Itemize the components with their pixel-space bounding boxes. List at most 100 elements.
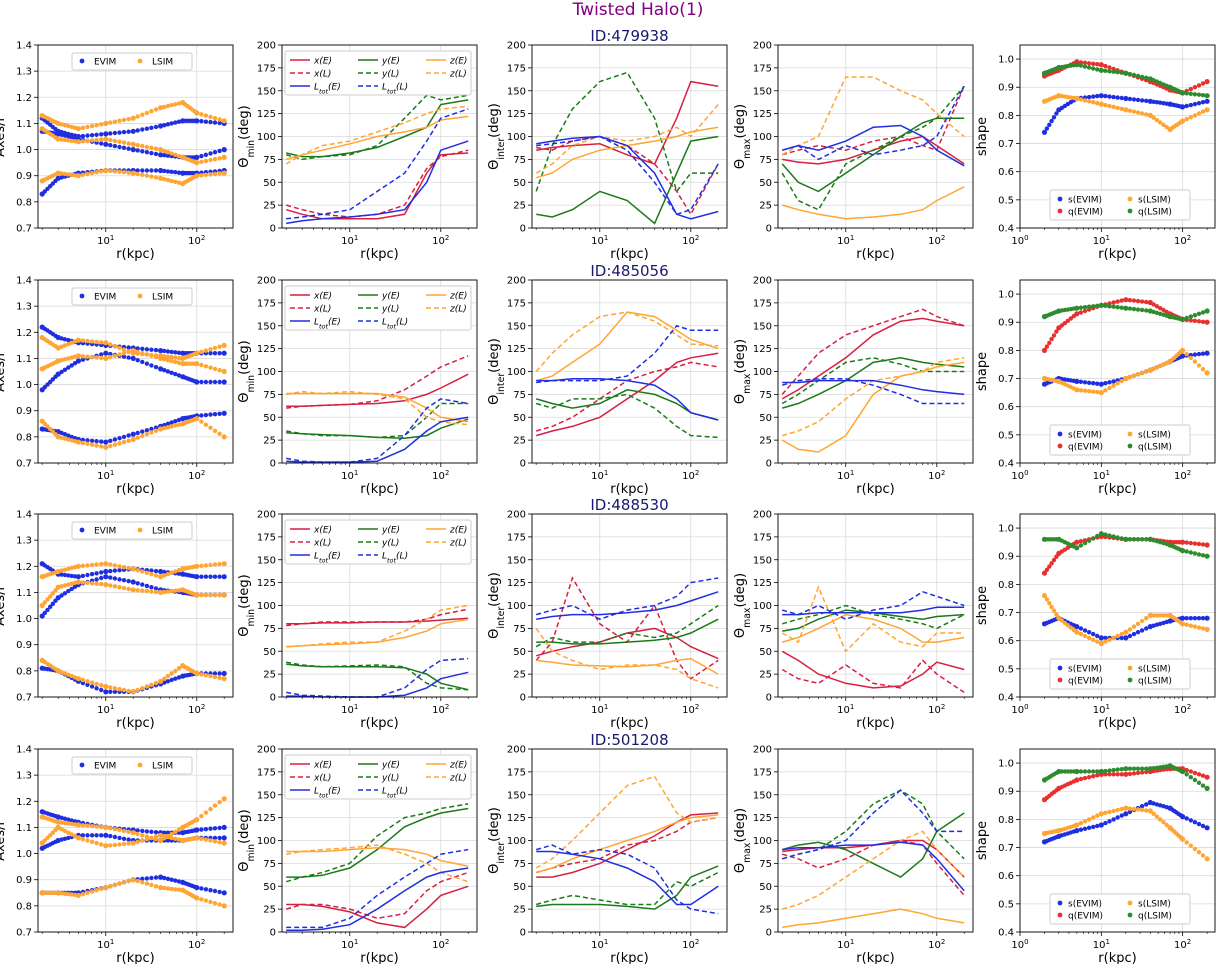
data-point (1147, 808, 1153, 814)
data-point (1091, 769, 1096, 774)
data-point (126, 578, 131, 584)
data-point (165, 425, 171, 430)
x-tick-label: 102 (188, 703, 205, 716)
data-point (140, 143, 145, 149)
data-point (130, 436, 136, 443)
data-point (126, 129, 131, 134)
data-point (208, 119, 213, 125)
data-point (1139, 628, 1145, 633)
data-point (1041, 347, 1048, 353)
data-point (1196, 821, 1202, 827)
y-axis-label: Θmin(deg) (237, 574, 257, 637)
data-point (1095, 61, 1100, 67)
figure-title: Twisted Halo(1) (572, 0, 704, 20)
data-point (208, 425, 213, 430)
data-point (1188, 115, 1194, 120)
data-point (59, 572, 64, 577)
data-point (1095, 93, 1100, 99)
x-axis-label: r(kpc) (1098, 482, 1136, 497)
data-point (121, 145, 127, 150)
data-point (1115, 381, 1120, 386)
y-tick-label: 150 (507, 321, 526, 332)
data-point (153, 151, 159, 157)
row-title: ID:485056 (590, 262, 668, 280)
data-point (1158, 100, 1163, 105)
data-point (1196, 850, 1202, 855)
y-tick-label: 1.4 (16, 276, 32, 287)
y-tick-label: 1.4 (16, 510, 32, 521)
data-point (1041, 570, 1048, 576)
y-tick-label: 200 (257, 510, 276, 521)
y-tick-label: 1.4 (16, 41, 32, 52)
data-point (1192, 846, 1198, 852)
data-point (99, 833, 104, 838)
y-tick-label: 0.9 (16, 171, 32, 182)
data-point (1098, 640, 1104, 647)
legend-label: LSIM (152, 293, 173, 303)
data-point (153, 175, 159, 180)
data-point (212, 120, 218, 125)
y-tick-label: 25 (759, 670, 772, 681)
data-point (192, 836, 197, 841)
data-point (121, 129, 127, 135)
data-point (208, 114, 213, 120)
data-point (103, 683, 109, 690)
data-point (85, 572, 90, 578)
data-point (203, 673, 209, 678)
y-tick-label: 0 (270, 693, 276, 704)
data-point (140, 168, 145, 173)
data-point (42, 600, 47, 605)
data-point (1091, 389, 1096, 394)
series-line-l-tot-e- (536, 591, 719, 620)
data-point (1139, 370, 1145, 376)
data-point (130, 689, 136, 695)
data-point (53, 178, 58, 184)
data-point (1049, 336, 1054, 342)
data-point (1139, 770, 1145, 775)
data-point (1091, 774, 1096, 779)
data-point (1158, 540, 1163, 545)
data-point (69, 124, 74, 130)
data-point (165, 349, 171, 354)
data-point (1200, 823, 1206, 829)
data-point (1127, 96, 1133, 102)
data-point (1131, 766, 1137, 771)
data-point (149, 109, 154, 114)
legend-label: s(EVIM) (1068, 665, 1102, 675)
data-point (94, 170, 99, 175)
data-point (203, 810, 209, 815)
data-point (1196, 92, 1202, 97)
data-point (112, 834, 118, 840)
data-point (208, 673, 213, 679)
data-point (1178, 547, 1183, 552)
data-point (1091, 61, 1096, 66)
legend-marker (1127, 912, 1133, 918)
data-point (1082, 305, 1088, 310)
data-point (1196, 319, 1202, 324)
data-point (173, 170, 178, 175)
data-point (75, 173, 81, 179)
x-tick-label: 101 (837, 938, 854, 951)
data-point (173, 102, 178, 107)
data-point (89, 138, 95, 143)
data-point (1196, 541, 1202, 547)
data-point (89, 680, 95, 685)
data-point (1188, 314, 1194, 319)
data-point (1044, 597, 1050, 602)
series-line-x-e- (286, 373, 469, 408)
y-axis-label: Θmax(deg) (733, 808, 753, 873)
data-point (1196, 616, 1202, 621)
data-point (1071, 627, 1077, 633)
data-point (1164, 309, 1169, 315)
data-point (1135, 770, 1141, 776)
data-point (53, 890, 58, 895)
x-axis-label: r(kpc) (1098, 716, 1136, 731)
data-point (1158, 363, 1163, 369)
data-point (1115, 815, 1120, 820)
x-tick-label: 102 (432, 703, 449, 716)
data-point (144, 126, 150, 131)
data-point (99, 169, 104, 174)
data-point (1068, 316, 1074, 321)
data-point (199, 153, 204, 159)
